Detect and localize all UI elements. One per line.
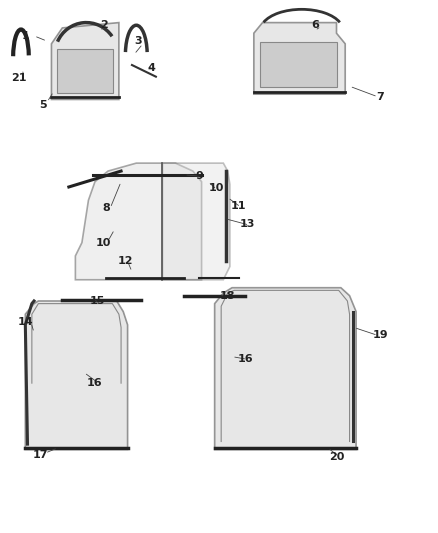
Text: 16: 16 (237, 354, 253, 364)
Polygon shape (254, 22, 345, 94)
Polygon shape (51, 22, 119, 100)
Text: 11: 11 (231, 200, 246, 211)
Polygon shape (162, 163, 230, 280)
Text: 12: 12 (118, 256, 133, 266)
Polygon shape (75, 163, 201, 280)
Text: 2: 2 (100, 20, 108, 30)
Text: 15: 15 (89, 296, 105, 306)
Text: 9: 9 (195, 172, 203, 181)
Polygon shape (25, 301, 127, 449)
Text: 21: 21 (11, 73, 27, 83)
Text: 6: 6 (311, 20, 319, 30)
Text: 4: 4 (148, 63, 155, 72)
Text: 14: 14 (18, 317, 33, 327)
Polygon shape (215, 288, 356, 449)
Text: 7: 7 (376, 92, 384, 102)
FancyBboxPatch shape (57, 49, 113, 93)
FancyBboxPatch shape (260, 42, 336, 87)
Text: 3: 3 (134, 36, 142, 46)
Text: 20: 20 (329, 453, 344, 463)
Text: 19: 19 (372, 330, 388, 341)
Text: 16: 16 (87, 378, 103, 388)
Text: 8: 8 (102, 203, 110, 213)
Text: 13: 13 (240, 219, 255, 229)
Text: 10: 10 (209, 183, 225, 193)
Text: 18: 18 (220, 290, 236, 301)
Text: 17: 17 (33, 450, 48, 460)
Text: 10: 10 (96, 238, 111, 248)
Text: 5: 5 (39, 100, 46, 110)
Text: 1: 1 (21, 31, 29, 41)
